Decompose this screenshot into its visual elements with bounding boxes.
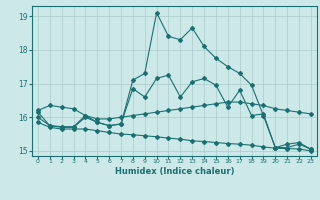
X-axis label: Humidex (Indice chaleur): Humidex (Indice chaleur) [115, 167, 234, 176]
